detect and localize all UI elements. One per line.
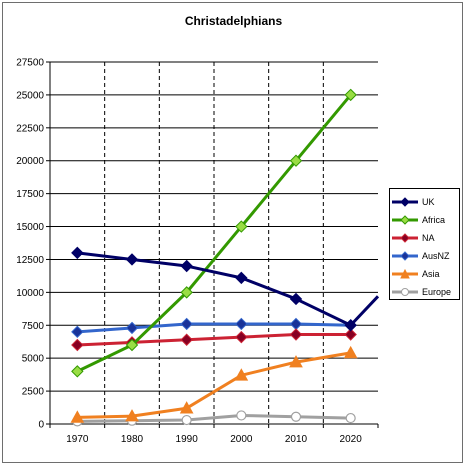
legend-label-africa: Africa [422,215,446,225]
marker-asia [289,355,303,368]
legend: UK Africa NA AusNZ Asia Europe [389,188,460,300]
legend-label-ausnz: AusNZ [422,251,450,261]
x-tick-label: 2010 [285,434,308,445]
legend-label-europe: Europe [422,287,452,297]
marker-ausnz [235,317,248,331]
legend-item-asia: Asia [392,265,459,283]
x-tick-label: 1980 [121,434,144,445]
y-tick-label: 15000 [16,222,44,233]
marker-africa [344,88,357,102]
marker-uk [71,246,84,260]
marker-na [180,333,193,346]
series-line-ausnz [77,322,351,334]
marker-asia [70,410,85,423]
marker-uk [180,259,193,273]
marker-europe [290,411,302,422]
x-tick-label: 2020 [340,434,363,445]
x-tick-label: 1990 [176,434,199,445]
legend-label-na: NA [422,233,435,243]
marker-ausnz [71,325,84,339]
series-line-europe [77,413,351,423]
y-tick-label: 25000 [16,90,44,101]
marker-uk [289,292,303,306]
series-line-na [77,332,351,347]
legend-swatch-uk [392,197,418,207]
marker-asia [343,345,358,359]
marker-asia [125,409,139,422]
series-line-uk [77,251,380,327]
series-line-africa [76,93,352,373]
marker-uk [235,271,248,285]
legend-item-africa: Africa [392,211,459,229]
marker-ausnz [125,321,139,335]
marker-europe [236,410,247,421]
marker-africa [289,154,303,167]
marker-uk [344,319,357,332]
marker-asia [179,401,194,414]
chart-title: Christadelphians [184,14,283,28]
marker-na [344,328,357,341]
marker-africa [125,338,139,352]
legend-item-na: NA [392,229,459,247]
marker-na [235,330,248,344]
y-tick-label: 12500 [16,255,44,266]
legend-swatch-ausnz [392,251,418,261]
marker-africa [235,220,248,233]
marker-africa [180,286,193,299]
legend-swatch-na [392,233,418,243]
y-tick-label: 0 [38,420,44,431]
y-tick-label: 27500 [16,58,44,69]
series-line-asia [77,351,351,419]
marker-na [289,328,303,341]
y-tick-label: 22500 [16,123,44,134]
legend-swatch-asia [392,269,418,279]
legend-swatch-europe [392,288,418,296]
y-tick-label: 20000 [16,156,44,167]
chart-frame [2,2,463,463]
marker-europe [345,412,356,424]
x-tick-label: 1970 [66,434,89,445]
y-tick-label: 7500 [22,321,45,332]
x-tick-label: 2000 [230,434,253,445]
marker-ausnz [180,317,193,331]
legend-item-uk: UK [392,193,459,211]
legend-swatch-africa [392,215,418,225]
marker-europe [181,414,192,426]
marker-ausnz [289,317,303,331]
legend-item-europe: Europe [392,283,459,301]
marker-uk [125,253,139,266]
marker-asia [234,368,249,381]
marker-na [71,338,84,352]
y-tick-label: 5000 [22,354,45,365]
marker-africa [71,365,84,378]
legend-label-asia: Asia [422,269,440,279]
y-tick-label: 10000 [16,288,44,299]
y-tick-label: 2500 [22,387,45,398]
legend-label-uk: UK [422,197,435,207]
legend-item-ausnz: AusNZ [392,247,459,265]
y-tick-label: 17500 [16,189,44,200]
